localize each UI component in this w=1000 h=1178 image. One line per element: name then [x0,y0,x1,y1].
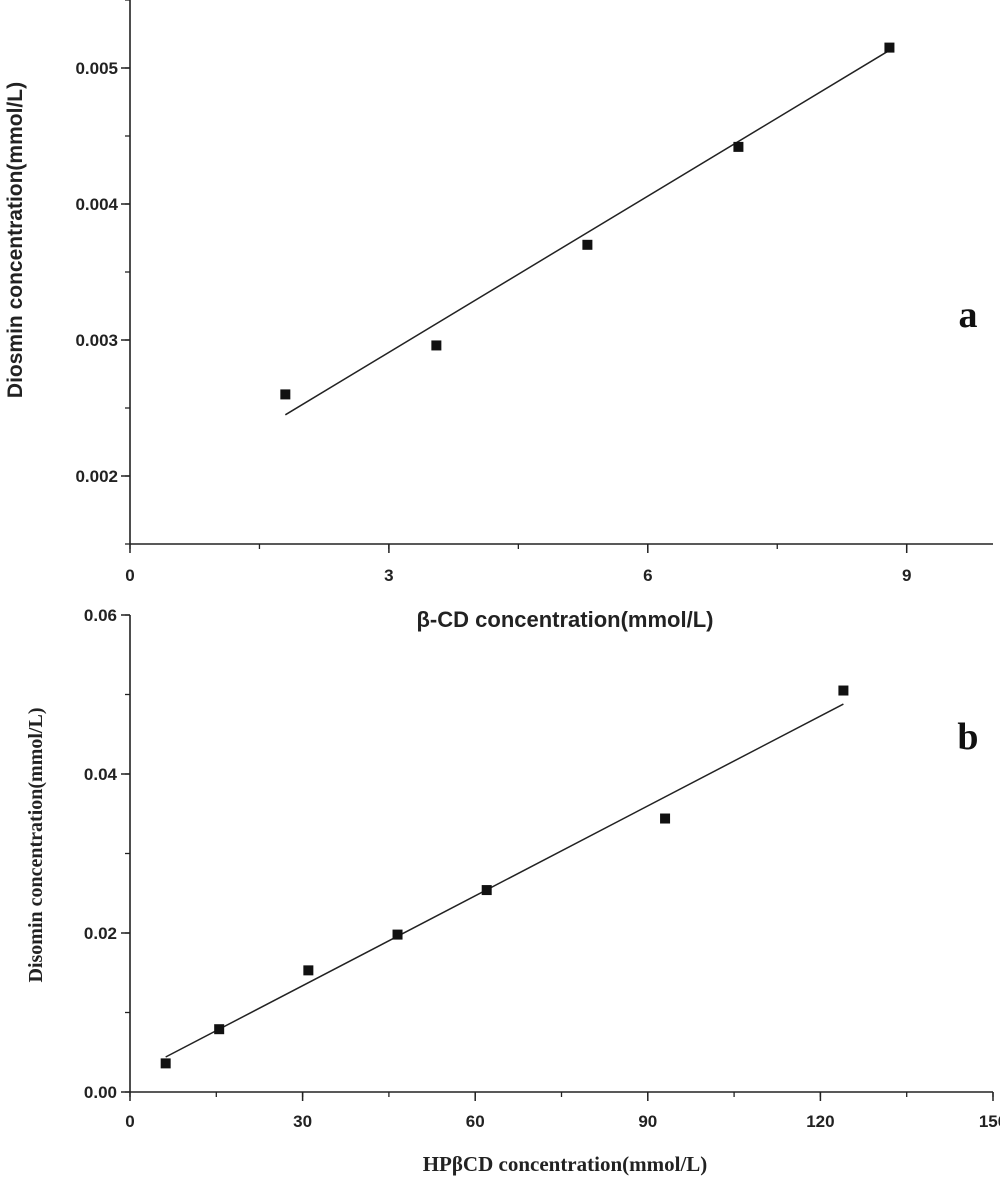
y-axis-title: Disomin concentration(mmol/L) [25,708,47,983]
x-axis-title: β-CD concentration(mmol/L) [417,607,714,632]
x-tick-label: 0 [125,1112,134,1131]
data-point [838,685,849,696]
y-tick-label: 0.005 [75,59,118,78]
fit-line [165,703,844,1058]
data-point [582,239,593,250]
data-point [214,1024,225,1035]
data-point [884,42,895,53]
y-tick-label: 0.00 [84,1083,117,1102]
panel-label: b [957,716,978,758]
data-point [160,1058,171,1069]
data-point [431,340,442,351]
y-tick-label: 0.002 [75,467,118,486]
chart-panel-a: 0 3 6 9 0.002 0.003 0.004 0.005 β-CD concentrati… [4,0,993,632]
y-tick-label: 0.004 [75,195,118,214]
x-tick-label: 120 [806,1112,834,1131]
data-point [733,141,744,152]
x-tick-label: 60 [466,1112,485,1131]
chart-panel-b: 0 30 60 90 120 150 0.00 0.02 0.04 0.06 HPβCD conce… [25,606,1000,1176]
data-point [481,885,492,896]
y-tick-label: 0.04 [84,765,118,784]
x-tick-label: 0 [125,566,134,585]
x-tick-label: 150 [979,1112,1000,1131]
x-tick-label: 6 [643,566,652,585]
y-tick-label: 0.003 [75,331,118,350]
panel-label: a [959,294,978,336]
y-axis-title: Diosmin concentration(mmol/L) [4,82,27,398]
data-point [303,965,314,976]
x-tick-label: 30 [293,1112,312,1131]
x-tick-label: 3 [384,566,393,585]
x-tick-label: 90 [638,1112,657,1131]
x-axis-title: HPβCD concentration(mmol/L) [423,1152,708,1176]
y-tick-label: 0.02 [84,924,117,943]
y-tick-label: 0.06 [84,606,117,625]
data-point [660,813,671,824]
fit-line [284,49,890,416]
data-point [392,929,403,940]
data-point [280,389,291,400]
x-tick-label: 9 [902,566,911,585]
